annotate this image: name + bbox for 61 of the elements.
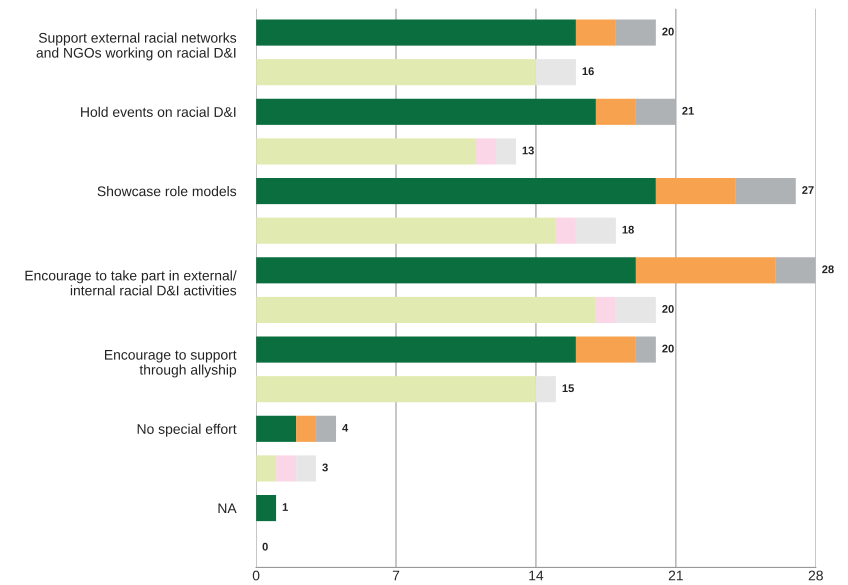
y-tick-label: NA (218, 503, 237, 514)
total-label: 15 (562, 384, 574, 392)
bar (576, 19, 616, 46)
total-label: 13 (522, 146, 534, 154)
bar (256, 257, 636, 284)
bar (256, 59, 536, 86)
bar (636, 257, 776, 284)
y-tick-label: Hold events on racial D&I (81, 106, 236, 117)
bar (256, 98, 596, 125)
bar (476, 138, 496, 164)
bar (736, 178, 796, 204)
y-tick-label: Encourage to support through allyship (104, 350, 237, 378)
bar (536, 376, 556, 402)
total-label: 0 (262, 542, 268, 551)
bar (256, 138, 476, 164)
bar (316, 416, 336, 442)
bar (596, 98, 636, 125)
bar (596, 296, 616, 323)
total-label: 4 (342, 424, 348, 432)
bar (276, 455, 296, 482)
y-tick-label: No special effort (138, 424, 237, 437)
bar (256, 218, 556, 244)
x-tick-label: 21 (668, 570, 683, 580)
y-tick-label: Encourage to take part in external/ internal racial D&I activities (25, 270, 237, 296)
total-label: 16 (582, 67, 594, 76)
bar (256, 178, 656, 204)
total-label: 1 (282, 503, 288, 511)
bar (556, 218, 576, 244)
y-tick-label: Support external racial networks and NGOs working on racial D&I (36, 32, 236, 60)
bar (616, 296, 656, 323)
bar (636, 336, 656, 363)
bar (256, 336, 576, 363)
bar (576, 336, 636, 363)
total-label: 28 (822, 265, 834, 274)
x-tick-label: 14 (529, 570, 544, 580)
bar (256, 455, 276, 482)
bar (256, 19, 576, 46)
bar (256, 416, 296, 442)
total-label: 18 (622, 226, 634, 234)
bar (256, 296, 596, 323)
total-label: 20 (662, 28, 674, 36)
bar (536, 59, 576, 86)
bar (256, 376, 536, 402)
y-tick-label: Showcase role models (98, 186, 236, 196)
bar (256, 494, 276, 522)
bar (616, 19, 656, 46)
bar (296, 416, 316, 442)
bar (776, 257, 816, 284)
bar (296, 455, 316, 482)
total-label: 20 (662, 305, 674, 313)
total-label: 27 (802, 186, 814, 194)
x-tick-label: 7 (392, 570, 400, 580)
bar (636, 98, 676, 125)
x-tick-label: 28 (808, 570, 823, 580)
bar (656, 178, 736, 204)
x-tick-label: 0 (252, 570, 260, 580)
total-label: 20 (662, 344, 674, 353)
bar (496, 138, 516, 164)
bar (576, 218, 616, 244)
total-label: 21 (682, 106, 694, 115)
total-label: 3 (322, 464, 328, 472)
